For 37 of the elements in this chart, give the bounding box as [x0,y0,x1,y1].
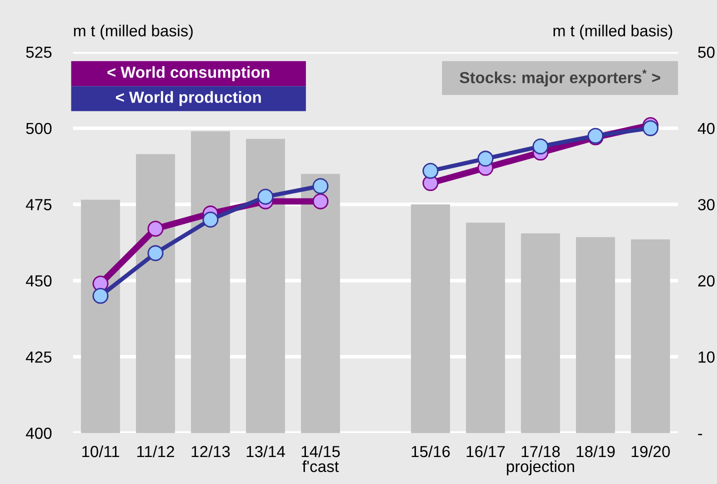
y-tick-label: 425 [26,351,52,363]
text: Stocks: major exporters$^{*}$ > [460,70,660,86]
text: < World consumption [108,66,270,82]
x-tick-label: 13/14 [246,445,286,458]
bar [246,138,286,433]
y-tick-label: 500 [26,122,52,134]
y-tick-label: 400 [26,428,52,439]
y-tick-label: 450 [26,275,52,287]
bar [136,154,176,433]
x-tick-label: 17/18 projection [506,445,574,476]
x-tick-label: 15/16 [412,445,450,458]
bar [466,222,506,433]
y2-tick-label: 20 [698,275,715,287]
x-tick-label: 19/20 [632,445,670,458]
x-tick-label: 10/11 [82,445,120,458]
y2-axis-title: m t (milled basis) [554,24,672,40]
y2-tick-label: 40 [698,122,715,134]
x-tick-label: 12/13 [192,445,230,458]
x-tick-label: 18/19 [576,445,615,458]
bar [80,200,120,433]
y2-tick-label: 50 [698,46,715,58]
text: < World production [116,91,261,106]
y-tick-label: 475 [26,199,52,210]
x-tick-label: 16/17 [466,445,505,458]
y2-tick-label: 30 [698,199,715,210]
bar [630,239,670,433]
x-tick-label: 14/15 f'cast [302,445,340,472]
bar [190,131,230,433]
y2-tick-label: 10 [698,351,715,363]
x-tick-label: 11/12 [137,445,174,458]
y-axis-title: m t (milled basis) [74,24,193,40]
bar [576,237,616,433]
bar [520,233,560,433]
bar [300,174,340,433]
y-tick-label: 525 [26,46,52,58]
y2-tick-label: - [698,434,702,436]
bar [410,204,450,433]
